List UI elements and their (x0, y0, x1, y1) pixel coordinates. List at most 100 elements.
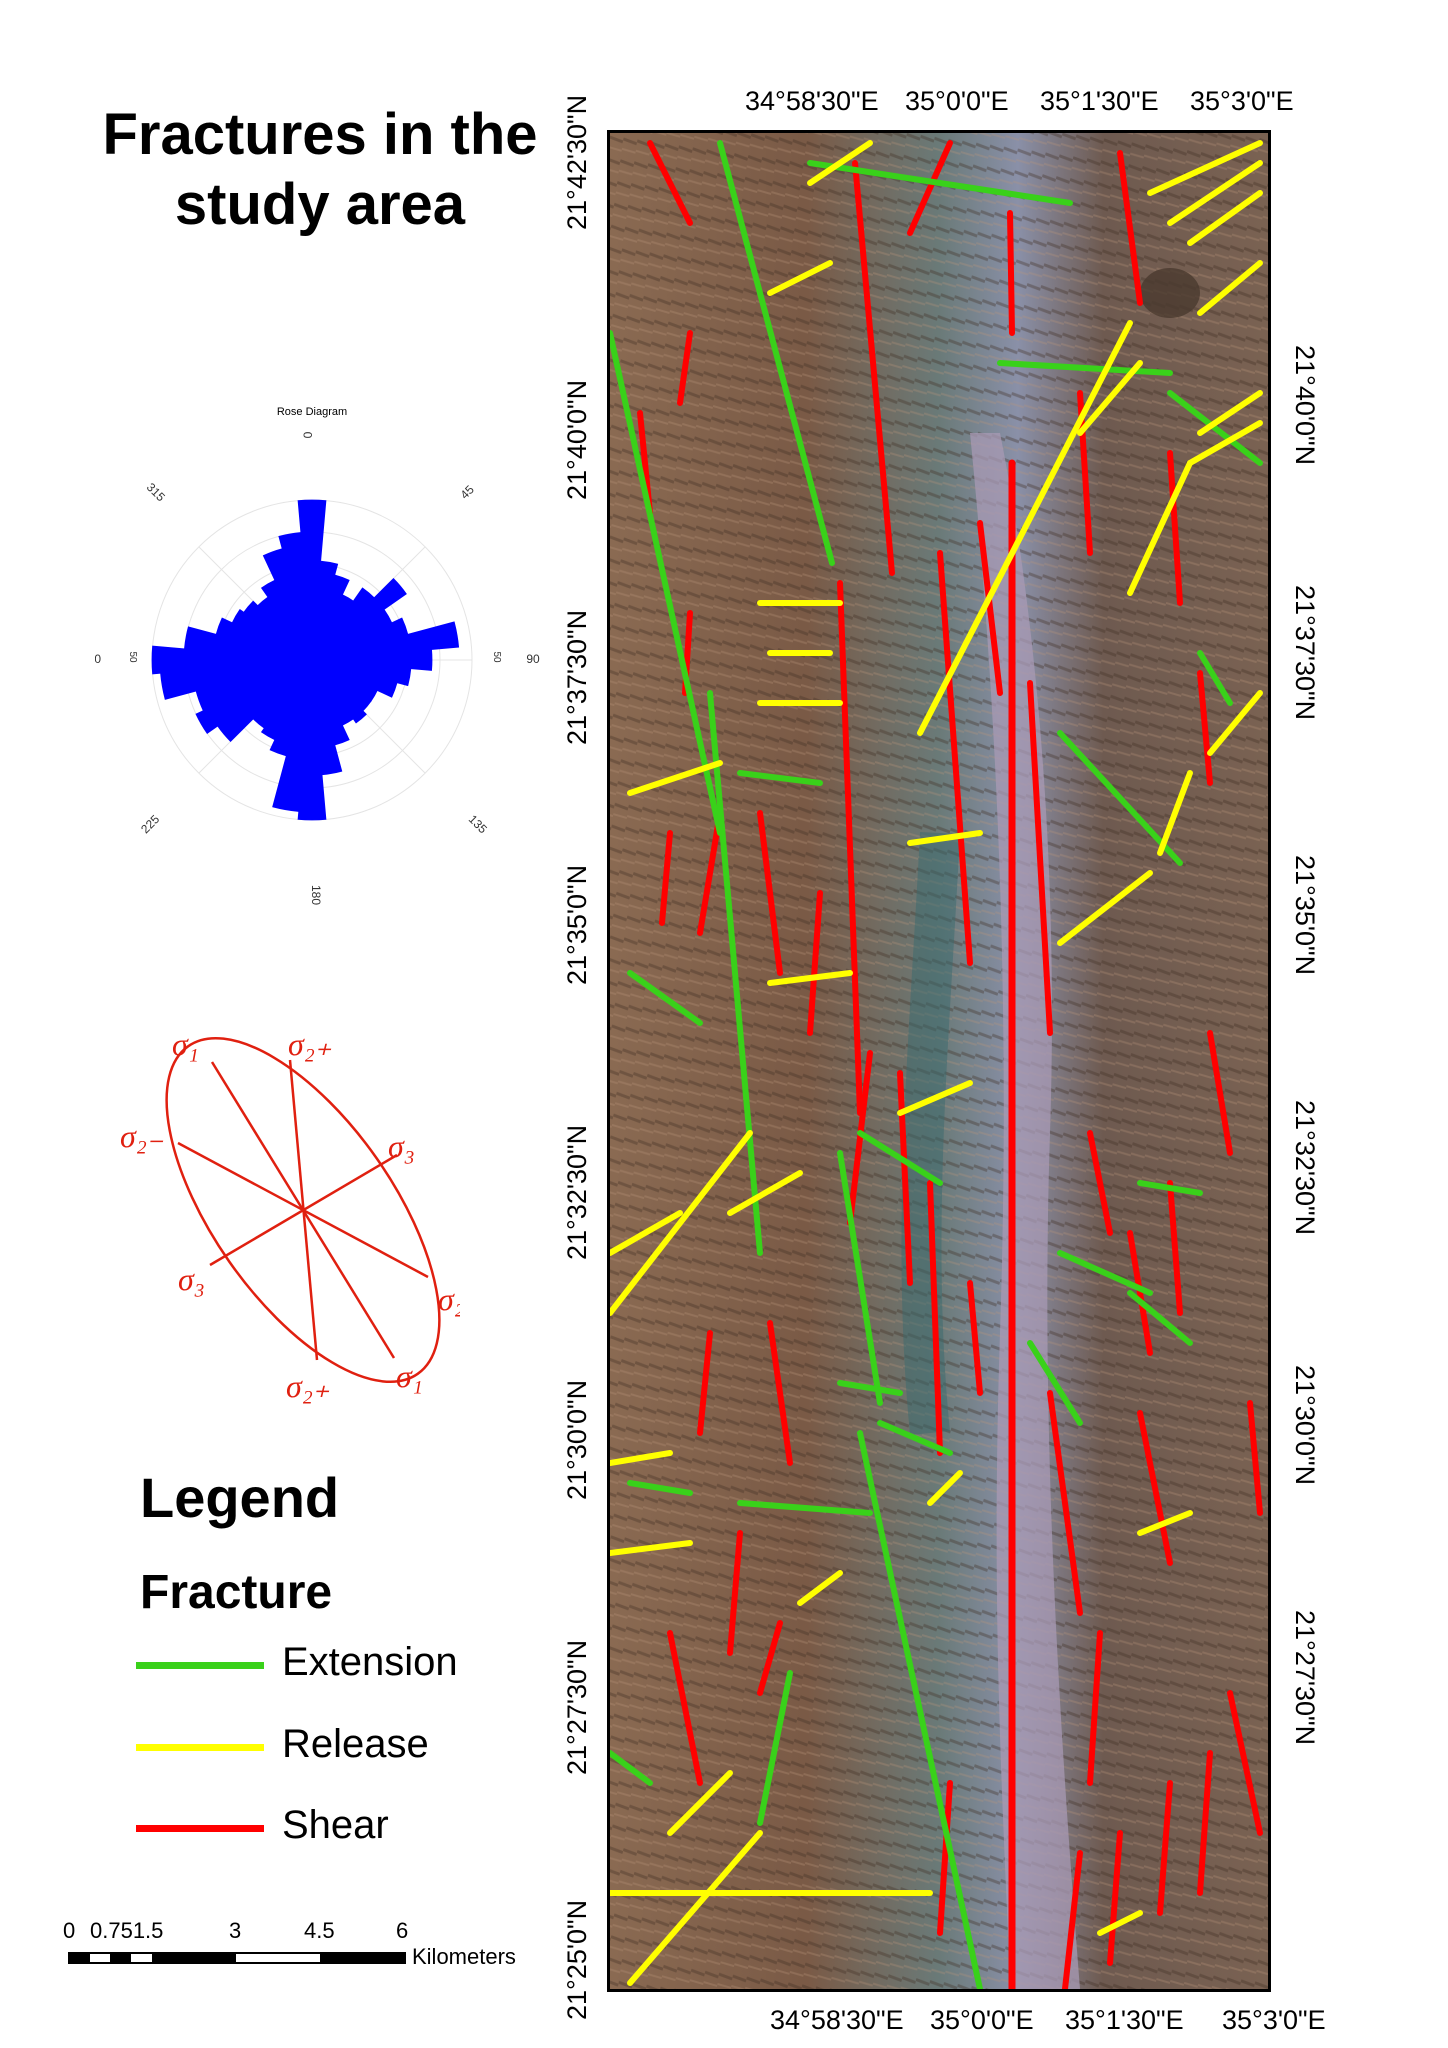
legend-label-release: Release (282, 1722, 429, 1766)
extension-fracture (1027, 1340, 1083, 1426)
extension-fracture (877, 1420, 953, 1456)
coord-bottom-2: 35°0'0"E (930, 2005, 1034, 2035)
satellite-map[interactable] (607, 130, 1271, 1992)
rose-label-225: 225 (138, 812, 162, 836)
rose-radial-label-right: 50 (491, 651, 502, 663)
release-fracture (610, 1540, 693, 1556)
release-fracture (1127, 460, 1193, 596)
scale-tick-0: 0 (63, 1918, 76, 1943)
coord-top-3: 35°1'30"E (1040, 86, 1159, 116)
release-fracture (1197, 390, 1263, 436)
coord-top-1: 34°58'30"E (745, 86, 879, 116)
release-fracture (1147, 140, 1263, 196)
rose-radial-label-left: 50 (127, 651, 138, 663)
extension-fracture-long (717, 140, 835, 566)
release-fracture (1197, 260, 1263, 316)
coord-left-3: 21°37'30"N (562, 609, 592, 745)
legend-label-extension: Extension (282, 1640, 458, 1684)
extension-fracture (837, 1150, 883, 1406)
shear-fracture (907, 140, 953, 236)
legend-heading: Legend (140, 1466, 340, 1529)
release-fractures (610, 140, 1263, 1986)
release-fracture (1187, 190, 1263, 246)
shear-fracture (1127, 1230, 1153, 1356)
release-fracture-long (610, 1130, 753, 1316)
sigma2-plus-label-bottom: σ₂₊ (286, 1368, 330, 1404)
rose-label-90: 90 (526, 652, 540, 666)
stress-ellipse-diagram: σ₁ σ₂₊ σ₂₋ σ₃ σ₃ σ₂₋ σ₂₊ σ₁ (120, 1026, 460, 1404)
shear-fracture (1117, 150, 1143, 306)
release-fracture (1207, 690, 1263, 756)
sigma1-label-top: σ₁ (172, 1026, 199, 1062)
release-fracture (610, 1210, 683, 1256)
scale-bar (68, 1952, 406, 1964)
coord-left-6: 21°30'0"N (562, 1379, 592, 1500)
release-fracture (1077, 360, 1143, 436)
shear-fracture (659, 830, 673, 926)
coord-left-2: 21°40'0"N (562, 379, 592, 500)
shear-fracture (927, 1180, 943, 1456)
release-fracture (1167, 160, 1263, 226)
shear-fracture (647, 140, 693, 226)
scale-tick-4-5: 4.5 (304, 1918, 335, 1943)
extension-fractures (610, 140, 1263, 1989)
scale-unit: Kilometers (412, 1944, 516, 1969)
release-fracture (797, 1570, 843, 1606)
shear-fracture (677, 330, 693, 406)
coord-left-1: 21°42'30"N (562, 94, 592, 230)
release-fracture (1097, 1910, 1143, 1936)
shear-fracture (697, 810, 723, 936)
extension-fracture-long (857, 1430, 983, 1989)
release-fracture-long (917, 320, 1133, 736)
shear-fracture (967, 1280, 983, 1396)
shear-fracture (1167, 1180, 1183, 1316)
strain-ellipse (165, 1036, 441, 1384)
shear-fracture (757, 810, 783, 976)
rose-petal (311, 621, 460, 661)
release-fracture (627, 760, 723, 796)
shear-fracture (847, 1050, 873, 1226)
shear-fracture (1137, 1410, 1173, 1566)
coord-bottom-1: 34°58'30"E (770, 2005, 904, 2035)
fracture-lines (610, 140, 1263, 1989)
rose-label-270: 270 (95, 652, 101, 666)
coord-top-2: 35°0'0"E (905, 86, 1009, 116)
shear-fracture (1167, 450, 1183, 606)
rose-petals (151, 499, 460, 821)
rose-petal (311, 574, 350, 661)
coord-bottom-4: 35°3'0"E (1222, 2005, 1326, 2035)
rose-label-0: 0 (301, 431, 315, 438)
extension-fracture (757, 1670, 793, 1826)
coord-right-2: 21°37'30"N (1290, 585, 1320, 721)
legend-swatch-release (136, 1744, 264, 1751)
release-fracture (727, 1170, 803, 1216)
rose-petal (297, 499, 327, 661)
rose-label-180: 180 (309, 885, 323, 905)
coord-left-5: 21°32'30"N (562, 1124, 592, 1260)
rose-label-135: 135 (466, 812, 490, 836)
shear-fracture (1157, 1780, 1173, 1916)
coord-right-6: 21°27'30"N (1290, 1610, 1320, 1746)
valley-wadi (970, 433, 1080, 1989)
shear-fracture (757, 1620, 783, 1696)
shear-fracture (1007, 210, 1015, 336)
release-fracture (1137, 1510, 1193, 1536)
shear-fracture (1197, 1750, 1213, 1896)
release-fracture (1187, 420, 1263, 466)
scale-tick-6: 6 (396, 1918, 409, 1943)
coord-left-8: 21°25'0"N (562, 1899, 592, 2020)
rose-petal (311, 649, 433, 671)
rose-label-45: 45 (457, 482, 477, 502)
release-fracture (897, 1080, 973, 1116)
shear-fracture (1087, 1130, 1113, 1236)
sigma2-minus-label-right: σ₂₋ (438, 1281, 460, 1317)
shear-fracture (1087, 1630, 1103, 1786)
extension-fracture (707, 690, 763, 1256)
scale-tick-3: 3 (229, 1918, 242, 1943)
shear-fracture (1197, 670, 1213, 786)
coord-right-3: 21°35'0"N (1290, 855, 1320, 976)
rose-label-315: 315 (144, 480, 168, 504)
map-crater (1140, 268, 1200, 318)
shear-fracture (697, 1330, 713, 1436)
legend-swatch-shear (136, 1825, 264, 1832)
